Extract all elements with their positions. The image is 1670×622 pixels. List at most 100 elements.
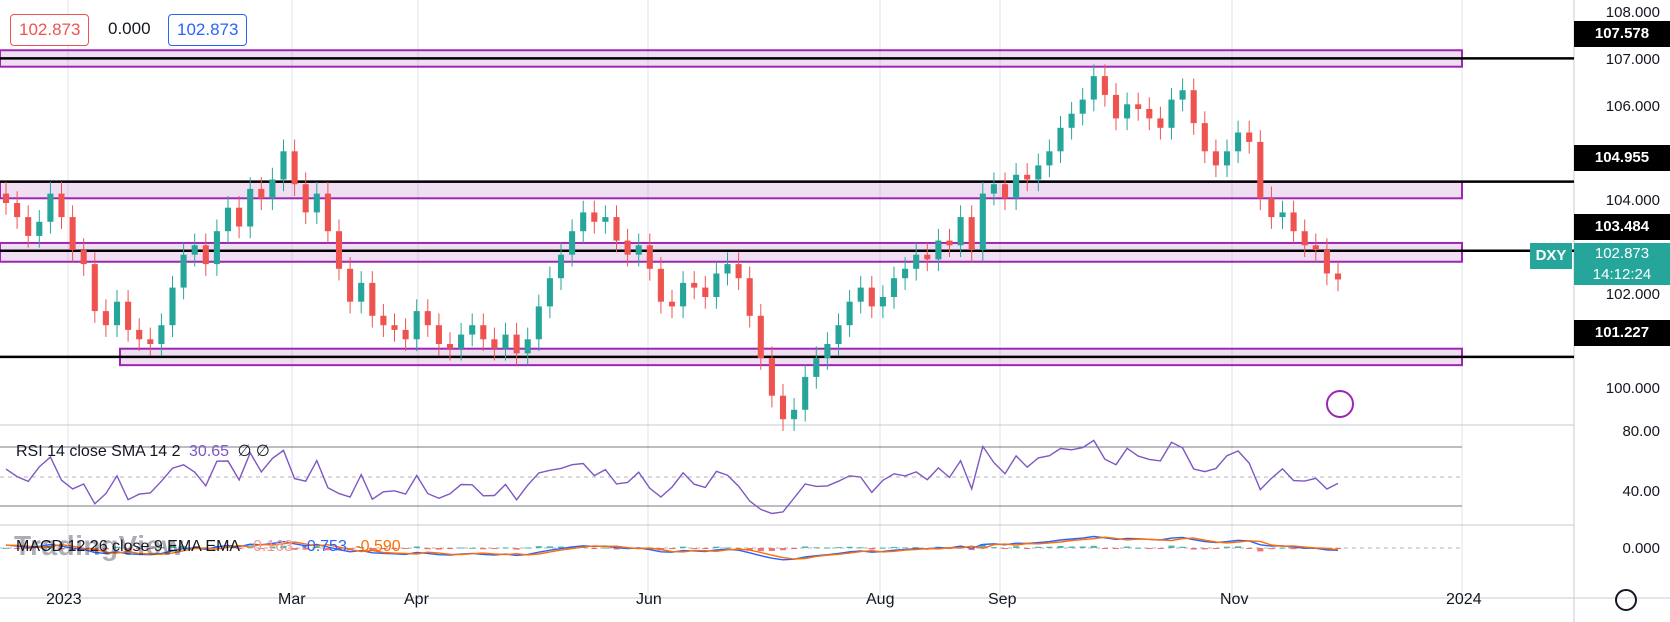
settings-icon[interactable] (1615, 589, 1637, 611)
signal-line (6, 536, 1339, 560)
macd-hist-68 (757, 548, 764, 552)
alert-icon (1326, 390, 1354, 418)
macd-hist-86 (957, 546, 964, 548)
candle-45 (502, 334, 509, 349)
macd-hist-91 (1013, 546, 1020, 548)
level-label-2: 104.955 (1574, 145, 1670, 171)
candle-44 (491, 339, 498, 349)
macd-hist-96 (1068, 546, 1075, 548)
macd-hist-16 (180, 545, 187, 548)
x-tick-mar: Mar (278, 591, 306, 608)
candle-34 (380, 315, 387, 326)
macd-hist-106 (1179, 546, 1186, 548)
candle-22 (247, 188, 254, 227)
x-tick-2023: 2023 (46, 591, 82, 608)
macd-hist-80 (890, 546, 898, 548)
candle-25 (280, 151, 287, 180)
candle-14 (158, 325, 165, 344)
macd-hist-115 (1279, 547, 1286, 549)
candle-6 (69, 217, 76, 250)
macd-hist-81 (902, 547, 909, 549)
symbol-tag: DXY (1530, 243, 1572, 269)
macd-hist-29 (324, 548, 331, 551)
current-price: 102.873 (1574, 243, 1670, 265)
rsi-legend[interactable]: RSI 14 close SMA 14 2 30.65 ∅ ∅ (12, 441, 270, 461)
macd-hist-99 (1101, 548, 1108, 549)
candle-8 (91, 264, 98, 312)
candle-76 (846, 301, 853, 326)
macd-hist-5 (58, 548, 65, 550)
macd-legend-macd: -0.753 (301, 538, 347, 555)
macd-hist-48 (535, 546, 542, 548)
macd-hist-105 (1168, 545, 1175, 548)
candle-38 (424, 311, 431, 326)
macd-hist-41 (458, 547, 465, 549)
candle-90 (1001, 184, 1009, 199)
macd-hist-109 (1212, 548, 1219, 549)
candle-98 (1090, 76, 1097, 100)
macd-hist-42 (469, 547, 476, 549)
candle-75 (835, 325, 842, 344)
candle-96 (1068, 113, 1075, 128)
candle-60 (668, 301, 676, 307)
candle-58 (646, 245, 653, 269)
candle-11 (125, 301, 132, 330)
macd-legend[interactable]: MACD 12 26 close 9 EMA EMA -0.163 -0.753… (12, 538, 401, 556)
macd-hist-77 (857, 547, 864, 549)
candle-3 (36, 221, 43, 236)
candle-94 (1046, 151, 1053, 166)
candle-71 (791, 409, 798, 420)
macd-hist-98 (1090, 545, 1097, 548)
candle-46 (513, 334, 520, 354)
candle-66 (735, 264, 742, 279)
macd-hist-24 (269, 546, 276, 548)
candle-101 (1124, 104, 1131, 119)
macd-hist-12 (136, 548, 143, 549)
candle-40 (446, 344, 454, 349)
macd-hist-47 (524, 547, 531, 549)
macd-hist-64 (713, 546, 720, 548)
candle-27 (302, 184, 309, 213)
macd-hist-108 (1201, 548, 1208, 550)
candle-107 (1190, 90, 1197, 124)
candle-43 (480, 325, 487, 340)
candle-70 (779, 395, 787, 420)
candle-73 (813, 358, 820, 377)
candle-54 (602, 217, 609, 222)
y-tick-104: 104.000 (1605, 192, 1660, 209)
macd-hist-26 (291, 548, 298, 550)
candle-35 (391, 325, 398, 330)
candle-93 (1035, 165, 1042, 180)
macd-hist-79 (879, 547, 886, 549)
rsi-legend-extra: ∅ ∅ (237, 443, 270, 460)
candle-78 (868, 287, 875, 307)
macd-hist-34 (380, 548, 387, 549)
candle-13 (147, 339, 154, 344)
candle-68 (757, 315, 764, 359)
sell-price[interactable]: 102.873 (10, 14, 90, 46)
macd-hist-90 (1001, 548, 1009, 549)
candle-119 (1323, 250, 1330, 274)
macd-hist-9 (102, 548, 109, 550)
rsi-legend-value: 30.65 (188, 443, 230, 460)
buy-price[interactable]: 102.873 (168, 14, 248, 46)
candle-117 (1301, 231, 1308, 246)
candle-81 (902, 268, 909, 279)
macd-hist-21 (236, 548, 243, 550)
candle-113 (1257, 141, 1264, 199)
candle-91 (1013, 174, 1020, 199)
candle-10 (113, 301, 121, 326)
candle-89 (990, 184, 997, 194)
macd-hist-120 (1334, 548, 1342, 549)
x-tick-jun: Jun (636, 591, 662, 608)
candle-92 (1024, 174, 1031, 180)
macd-hist-97 (1079, 546, 1086, 548)
macd-hist-61 (680, 546, 687, 548)
macd-hist-36 (402, 548, 409, 549)
macd-hist-71 (791, 548, 798, 549)
macd-hist-100 (1112, 548, 1120, 549)
macd-hist-70 (779, 548, 787, 551)
y-tick-107: 107.000 (1605, 51, 1660, 68)
macd-hist-55 (613, 548, 620, 550)
